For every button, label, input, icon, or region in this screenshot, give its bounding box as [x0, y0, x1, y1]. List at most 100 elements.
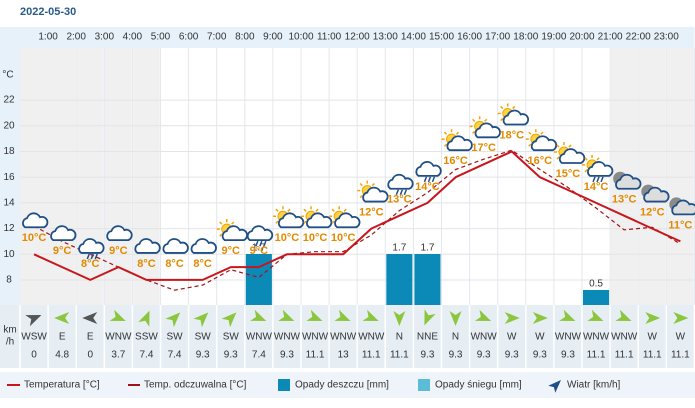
sun-ray — [455, 131, 460, 135]
wind-direction: WNW — [330, 332, 357, 343]
weather-icon — [272, 206, 305, 229]
cloud — [502, 109, 529, 126]
wind-speed: 9.3 — [280, 350, 294, 361]
weather-icon — [415, 161, 442, 183]
sun-ray — [500, 117, 504, 122]
sun-ray — [472, 130, 476, 134]
cloud — [587, 161, 614, 177]
wind-speed: 11.1 — [643, 350, 662, 361]
wind-arrow — [474, 309, 492, 322]
weather-icon — [301, 206, 333, 229]
sun-ray — [500, 105, 504, 110]
night-shade — [104, 48, 133, 305]
y-tick-label: 16 — [3, 172, 15, 183]
temperature-label: 10°C — [331, 232, 356, 244]
temperature-label: 9°C — [109, 245, 128, 257]
wind-arrow — [334, 309, 351, 322]
rain-bar — [583, 290, 610, 305]
wind-direction: E — [87, 332, 94, 343]
y-tick-label: 20 — [3, 120, 15, 131]
sun-ray — [331, 208, 335, 212]
wind-direction: WNW — [274, 332, 301, 343]
wind-arrow — [559, 309, 576, 322]
weather-icon — [497, 103, 529, 126]
y-tick-label: 22 — [3, 95, 15, 106]
legend-box — [0, 372, 695, 398]
rain-drop — [90, 253, 94, 260]
date: 2022-05-30 — [20, 6, 76, 18]
weather-icon — [106, 225, 133, 242]
temperature-label: 8°C — [193, 258, 212, 270]
weather-icon — [582, 154, 614, 183]
hour-label: 10:00 — [288, 32, 313, 43]
sun-ray — [359, 182, 363, 187]
rain-drop — [86, 253, 90, 260]
temperature-label: 14°C — [415, 181, 440, 193]
rain-label: 1.7 — [392, 243, 406, 254]
sun-ray — [540, 131, 544, 135]
night-shade — [132, 48, 161, 305]
sun-ray — [528, 131, 532, 135]
wind-arrow — [250, 309, 267, 322]
hour-label: 4:00 — [123, 32, 143, 43]
wind-arrow — [615, 309, 632, 322]
wind-arrow — [645, 312, 661, 324]
hour-label: 5:00 — [151, 32, 171, 43]
wind-speed: 9.3 — [561, 350, 575, 361]
rain-drop — [94, 253, 98, 260]
wind-direction: WSW — [21, 332, 47, 343]
wind-direction: WNW — [302, 332, 329, 343]
temperature-label: 13°C — [612, 194, 637, 206]
wind-speed: 0 — [31, 350, 37, 361]
weather-icon — [134, 238, 161, 254]
temperature-label: 12°C — [640, 206, 665, 218]
wind-speed: 9.3 — [196, 350, 210, 361]
hour-label: 22:00 — [626, 32, 651, 43]
cloud — [446, 135, 473, 152]
wind-speed: 9.3 — [224, 350, 238, 361]
temperature-label: 9°C — [53, 245, 72, 257]
weather-icon — [329, 206, 361, 229]
weather-icon — [357, 180, 389, 203]
cloud — [615, 173, 642, 190]
rain-drop — [423, 176, 428, 183]
cloud — [50, 225, 77, 242]
wind-arrow — [82, 312, 98, 324]
wind-speed: 9.3 — [449, 350, 463, 361]
y-tick-label: 12 — [3, 223, 15, 234]
weather-icon — [469, 116, 501, 139]
night-shade — [666, 48, 695, 305]
y-unit: °C — [2, 70, 13, 81]
wind-speed: 11.1 — [362, 350, 381, 361]
wind-direction: WNW — [555, 332, 582, 343]
wind-arrow — [362, 309, 379, 322]
sun-ray — [443, 131, 448, 135]
cloud — [277, 212, 305, 229]
legend-label: Wiatr [km/h] — [567, 380, 621, 391]
wind-unit: km — [3, 325, 16, 336]
wind-arrow — [165, 312, 181, 328]
wind-direction: E — [59, 332, 66, 343]
legend-label: Opady deszczu [mm] — [295, 380, 389, 391]
temperature-label: 8°C — [81, 258, 100, 270]
weather-icon — [162, 238, 189, 254]
temperature-label: 12°C — [359, 206, 384, 218]
wind-arrow — [278, 309, 295, 322]
hour-label: 6:00 — [179, 32, 199, 43]
wind-direction: NNE — [417, 332, 438, 343]
wind-direction: W — [535, 332, 545, 343]
cloud — [306, 212, 333, 229]
temperature-label: 8°C — [137, 258, 156, 270]
wind-arrow — [25, 314, 42, 327]
cloud — [558, 148, 586, 164]
night-shade — [638, 48, 667, 305]
wind-speed: 4.8 — [55, 350, 69, 361]
wind-speed: 11.1 — [390, 350, 409, 361]
sun-ray — [219, 221, 223, 225]
weather-icon — [525, 129, 558, 152]
weather-icon — [246, 225, 274, 247]
sun-ray — [596, 157, 600, 161]
sun-ray — [303, 220, 307, 224]
rain-drop — [263, 240, 267, 247]
